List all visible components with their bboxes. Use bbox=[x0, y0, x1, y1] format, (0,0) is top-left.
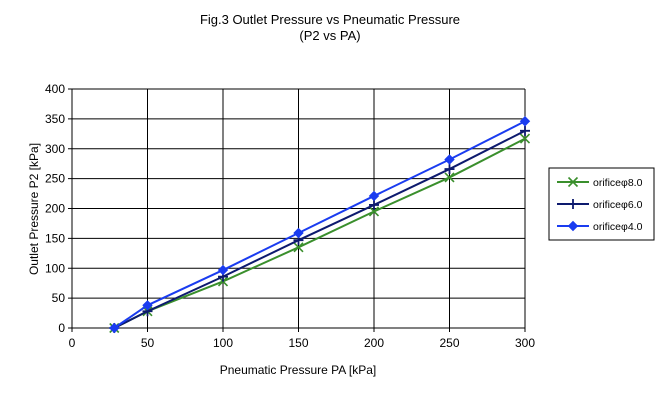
data-point bbox=[519, 116, 531, 127]
data-point bbox=[368, 206, 380, 217]
data-point bbox=[519, 133, 531, 144]
x-axis-label: Pneumatic Pressure PA [kPa] bbox=[220, 363, 377, 377]
x-tick-label: 300 bbox=[515, 336, 535, 350]
x-tick-label: 50 bbox=[141, 336, 155, 350]
data-point bbox=[293, 242, 304, 253]
y-tick-label: 100 bbox=[45, 261, 65, 275]
y-tick-label: 400 bbox=[45, 82, 65, 96]
chart-title: Fig.3 Outlet Pressure vs Pneumatic Press… bbox=[200, 12, 460, 27]
data-point bbox=[444, 154, 455, 165]
data-point bbox=[368, 190, 380, 202]
data-point bbox=[217, 264, 229, 276]
chart-subtitle: (P2 vs PA) bbox=[299, 28, 360, 43]
legend-item: orificeφ4.0 bbox=[557, 220, 643, 233]
y-tick-label: 350 bbox=[45, 112, 65, 126]
x-axis-ticks: 0 50 100 150 200 250 300 bbox=[69, 328, 535, 350]
legend-label: orificeφ6.0 bbox=[593, 199, 643, 211]
legend-item: orificeφ8.0 bbox=[557, 176, 643, 189]
x-tick-label: 0 bbox=[69, 336, 76, 350]
y-tick-label: 150 bbox=[45, 231, 65, 245]
data-point bbox=[293, 227, 304, 239]
data-point bbox=[142, 300, 153, 311]
y-tick-label: 300 bbox=[45, 142, 65, 156]
legend-label: orificeφ4.0 bbox=[593, 221, 643, 233]
data-point bbox=[369, 199, 379, 210]
y-tick-label: 50 bbox=[52, 291, 66, 305]
data-point bbox=[567, 176, 579, 188]
y-tick-label: 200 bbox=[45, 202, 65, 216]
data-point bbox=[567, 220, 579, 232]
data-point bbox=[520, 125, 530, 136]
series-diamond bbox=[109, 116, 531, 334]
x-tick-label: 100 bbox=[213, 336, 233, 350]
x-tick-label: 200 bbox=[364, 336, 384, 350]
y-tick-label: 0 bbox=[58, 321, 65, 335]
legend-label: orificeφ8.0 bbox=[593, 177, 643, 189]
legend: orificeφ8.0 orificeφ6.0 orificeφ4.0 bbox=[548, 167, 655, 241]
series-group bbox=[109, 116, 531, 334]
data-point bbox=[444, 172, 455, 183]
data-point bbox=[444, 164, 455, 175]
data-point bbox=[109, 322, 120, 334]
data-point bbox=[568, 199, 578, 209]
legend-item: orificeφ6.0 bbox=[557, 199, 643, 211]
y-axis-ticks: 0 50 100 150 200 250 300 350 400 bbox=[45, 82, 72, 335]
y-axis-label: Outlet Pressure P2 [kPa] bbox=[27, 143, 41, 275]
x-tick-label: 250 bbox=[439, 336, 459, 350]
x-tick-label: 150 bbox=[288, 336, 308, 350]
y-tick-label: 250 bbox=[45, 172, 65, 186]
